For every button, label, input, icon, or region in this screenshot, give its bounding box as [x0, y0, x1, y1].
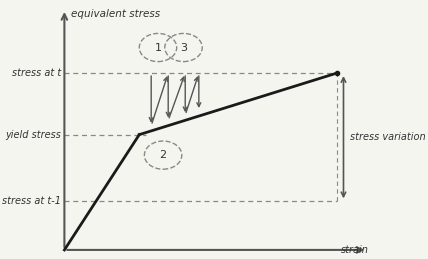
Text: 2: 2 [160, 150, 166, 160]
Text: stress at t-1: stress at t-1 [2, 196, 61, 206]
Text: stress variation: stress variation [350, 132, 426, 142]
Text: strain: strain [341, 245, 369, 255]
Text: yield stress: yield stress [5, 130, 61, 140]
Text: 3: 3 [180, 42, 187, 53]
Text: 1: 1 [155, 42, 161, 53]
Text: equivalent stress: equivalent stress [71, 9, 160, 19]
Text: stress at t: stress at t [12, 68, 61, 78]
